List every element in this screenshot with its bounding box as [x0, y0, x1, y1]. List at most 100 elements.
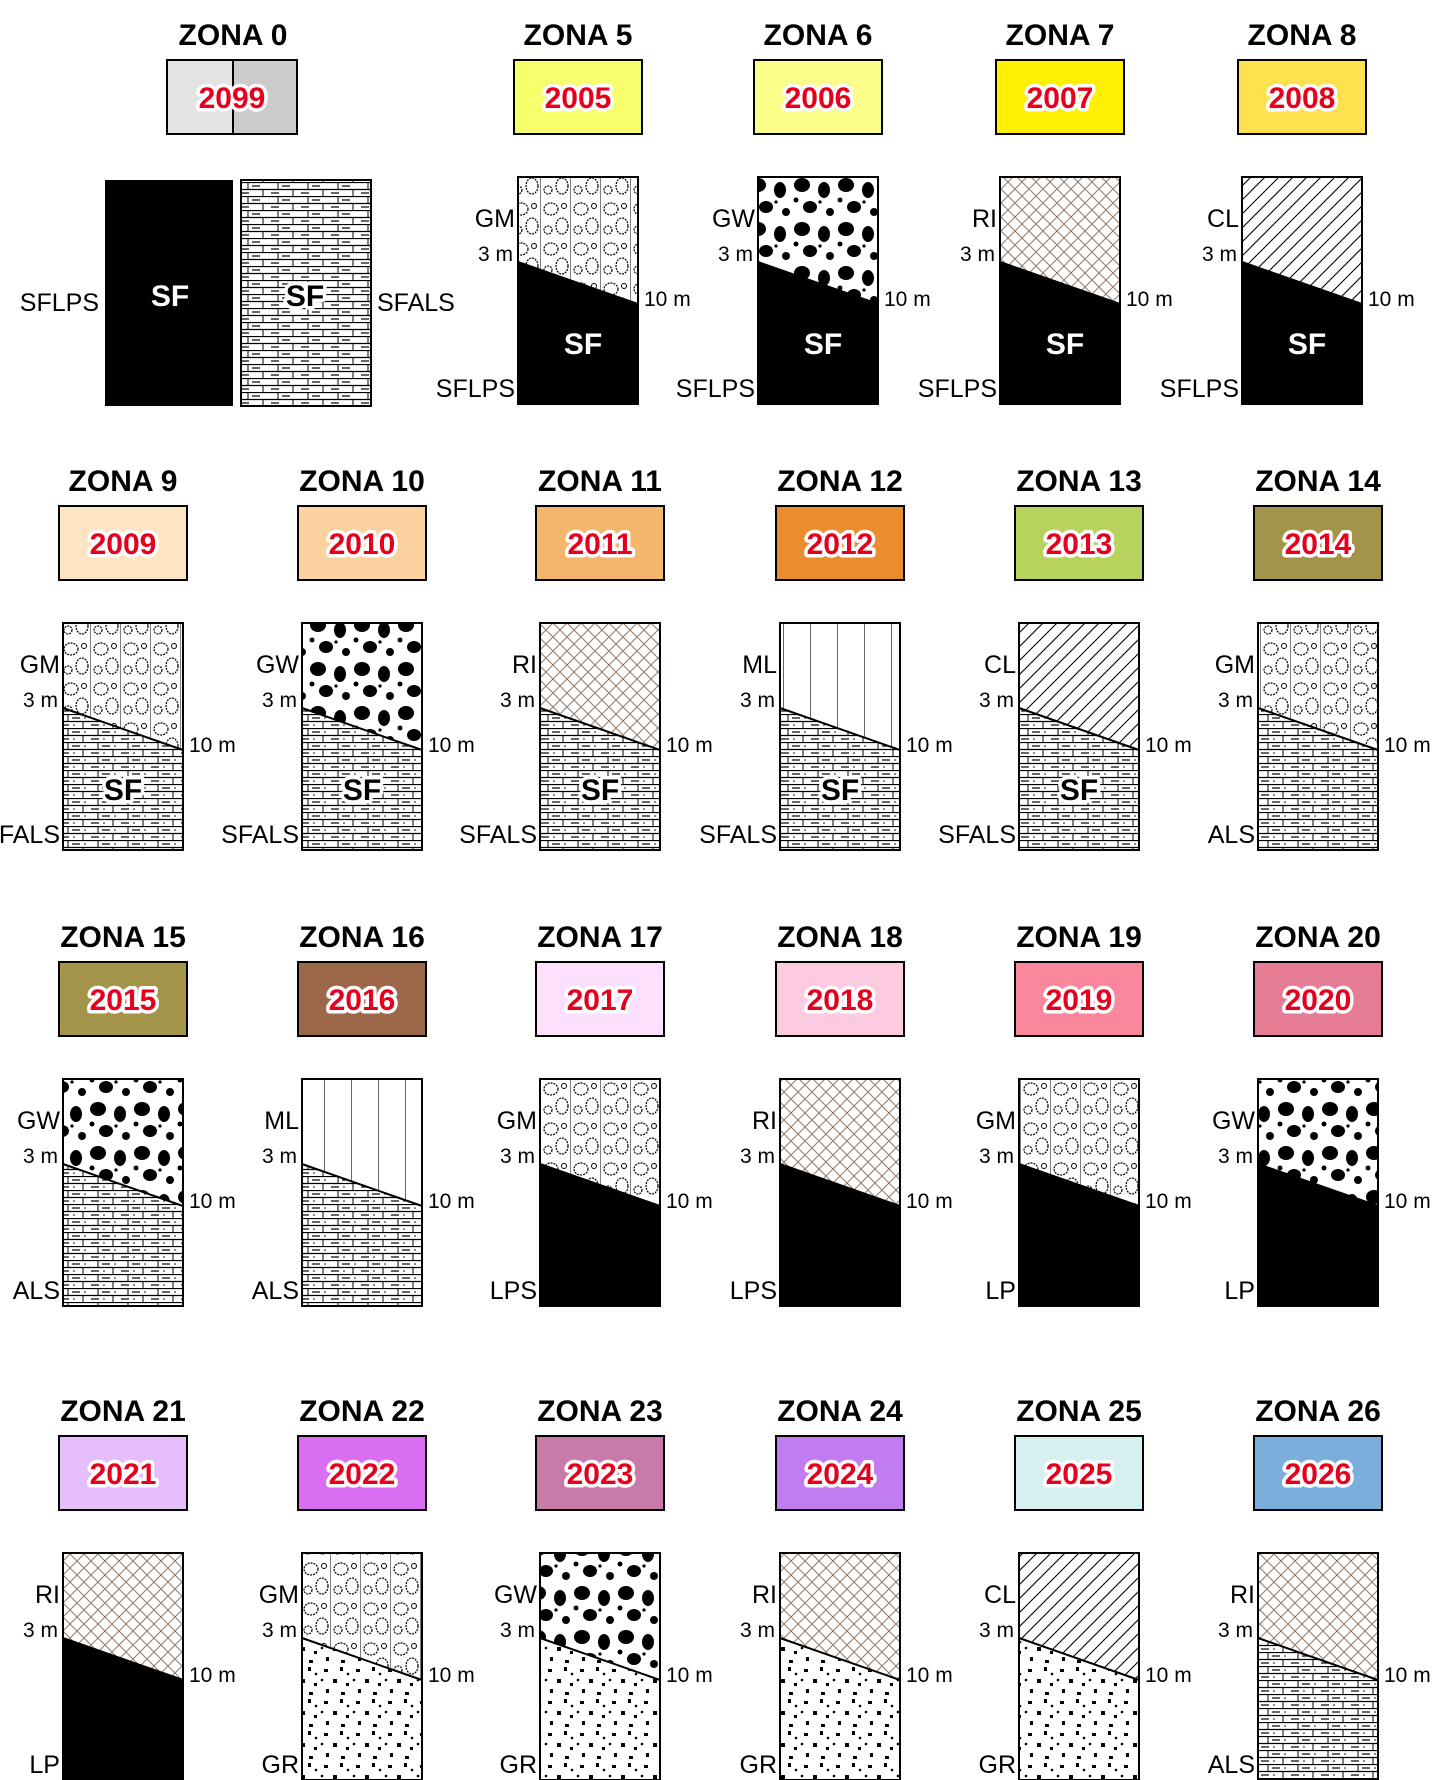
zona-20-depth-10m: 10 m	[1384, 1190, 1431, 1213]
zona-26-depth-3m: 3 m	[1218, 1619, 1253, 1642]
zona-18-depth-10m: 10 m	[906, 1190, 953, 1213]
zona-13-code: 2013	[1046, 528, 1113, 561]
zona-21-code: 2021	[90, 1458, 157, 1491]
zona-23-depth-3m: 3 m	[500, 1619, 535, 1642]
zone-0-left-label: SFLPS	[20, 289, 99, 317]
zona-16-depth-3m: 3 m	[262, 1145, 297, 1168]
zona-10-code: 2010	[329, 528, 396, 561]
zona-16: ZONA 16 2016 ML 3 m 10 m ALS	[252, 921, 475, 1306]
zona-25-top-label: CL	[984, 1581, 1016, 1609]
zona-15-depth-3m: 3 m	[23, 1145, 58, 1168]
zona-16-code: 2016	[329, 984, 396, 1017]
zona-5-title: ZONA 5	[524, 19, 633, 52]
zona-24-code: 2024	[807, 1458, 874, 1491]
zona-24-depth-3m: 3 m	[740, 1619, 775, 1642]
zona-21-title: ZONA 21	[60, 1395, 186, 1428]
zona-11-depth-3m: 3 m	[500, 689, 535, 712]
zona-24-depth-10m: 10 m	[906, 1664, 953, 1687]
zona-20: ZONA 202020GW3 m10 mLP	[1212, 921, 1431, 1306]
zona-11-bottom-label: SFALS	[459, 821, 537, 849]
zona-14-top-label: GM	[1215, 651, 1255, 679]
zona-10-bottom-label: SFALS	[221, 821, 299, 849]
zona-9-depth-3m: 3 m	[23, 689, 58, 712]
zona-15-title: ZONA 15	[60, 921, 186, 954]
zona-14-bottom-label: ALS	[1208, 821, 1255, 849]
zona-9-sf: SF	[104, 774, 142, 807]
zona-14-depth-3m: 3 m	[1218, 689, 1253, 712]
zona-6-depth-10m: 10 m	[884, 288, 931, 311]
zona-14-code: 2014	[1285, 528, 1352, 561]
zona-19-bottom-label: LP	[985, 1277, 1016, 1305]
zona-6-top-label: GW	[712, 205, 755, 233]
zona-23: ZONA 232023GW3 m10 mGR	[494, 1395, 713, 1780]
zona-17-depth-3m: 3 m	[500, 1145, 535, 1168]
zona-18-depth-3m: 3 m	[740, 1145, 775, 1168]
zona-7-depth-3m: 3 m	[960, 243, 995, 266]
zona-15-code: 2015	[90, 984, 157, 1017]
zona-25-title: ZONA 25	[1016, 1395, 1142, 1428]
zona-11-code: 2011	[567, 528, 632, 561]
zona-9: ZONA 9 2009 GM 3 m 10 m SFALS SF	[0, 465, 236, 850]
zona-13-depth-3m: 3 m	[979, 689, 1014, 712]
zona-19-depth-3m: 3 m	[979, 1145, 1014, 1168]
zona-13-sf: SF	[1060, 774, 1098, 807]
zona-5-code: 2005	[545, 82, 612, 115]
zona-6-bottom-label: SFLPS	[676, 375, 755, 403]
zona-8-sf: SF	[1288, 328, 1326, 361]
zona-9-code: 2009	[90, 528, 157, 561]
zona-8-depth-3m: 3 m	[1202, 243, 1237, 266]
zona-12-depth-10m: 10 m	[906, 734, 953, 757]
zona-23-top-label: GW	[494, 1581, 537, 1609]
zona-22-top-label: GM	[259, 1581, 299, 1609]
zona-9-title: ZONA 9	[69, 465, 178, 498]
zona-7-top-label: RI	[972, 205, 997, 233]
zona-7-code: 2007	[1027, 82, 1094, 115]
zona-14-depth-10m: 10 m	[1384, 734, 1431, 757]
zona-6-title: ZONA 6	[764, 19, 873, 52]
zona-12-sf: SF	[821, 774, 859, 807]
zona-25-bottom-label: GR	[979, 1751, 1017, 1779]
zona-10: ZONA 102010GW3 m10 mSFALSSF	[221, 465, 475, 850]
zona-25: ZONA 25 2025 CL 3 m 10 m GR	[979, 1395, 1192, 1780]
zona-6: ZONA 6 2006 GW 3 m 10 m SFLPS SF	[676, 19, 931, 404]
zona-7-title: ZONA 7	[1006, 19, 1115, 52]
zona-10-top-label: GW	[256, 651, 299, 679]
zone-0: ZONA 0 2099 SF SF SFLPS SFALS	[20, 19, 455, 406]
zona-18-top-label: RI	[752, 1107, 777, 1135]
zona-13-depth-10m: 10 m	[1145, 734, 1192, 757]
zona-6-sf: SF	[804, 328, 842, 361]
zona-22-bottom-label: GR	[262, 1751, 300, 1779]
zona-8-code: 2008	[1269, 82, 1336, 115]
zona-21-bottom-label: LP	[29, 1751, 60, 1779]
zona-22-depth-3m: 3 m	[262, 1619, 297, 1642]
zone-0-code: 2099	[199, 82, 266, 115]
zona-22-code: 2022	[329, 1458, 396, 1491]
zona-13-title: ZONA 13	[1016, 465, 1142, 498]
zona-15-top-label: GW	[17, 1107, 60, 1135]
zona-11: ZONA 112011RI3 m10 mSFALSSF	[459, 465, 713, 850]
zona-18-title: ZONA 18	[777, 921, 903, 954]
zona-5-depth-3m: 3 m	[478, 243, 513, 266]
zone-0-title: ZONA 0	[179, 19, 288, 52]
zona-5: ZONA 52005GM3 m10 mSFLPSSF	[436, 19, 691, 404]
zona-22-title: ZONA 22	[299, 1395, 425, 1428]
zone-0-right-label: SFALS	[377, 289, 455, 317]
zona-13-bottom-label: SFALS	[938, 821, 1016, 849]
zona-25-code: 2025	[1046, 1458, 1113, 1491]
zona-26-top-label: RI	[1230, 1581, 1255, 1609]
zona-8-bottom-label: SFLPS	[1160, 375, 1239, 403]
zona-21-top-label: RI	[35, 1581, 60, 1609]
zona-20-code: 2020	[1285, 984, 1352, 1017]
zona-21-depth-10m: 10 m	[189, 1664, 236, 1687]
zona-26-title: ZONA 26	[1255, 1395, 1381, 1428]
zone-0-sf-right: SF	[286, 280, 324, 313]
zona-11-top-label: RI	[512, 651, 537, 679]
zona-18-bottom-label: LPS	[730, 1277, 777, 1305]
zona-16-top-label: ML	[264, 1107, 299, 1135]
zona-11-depth-10m: 10 m	[666, 734, 713, 757]
zona-17: ZONA 172017GM3 m10 mLPS	[490, 921, 713, 1306]
zona-24: ZONA 242024RI3 m10 mGR	[740, 1395, 953, 1780]
zona-9-depth-10m: 10 m	[189, 734, 236, 757]
zona-23-depth-10m: 10 m	[666, 1664, 713, 1687]
